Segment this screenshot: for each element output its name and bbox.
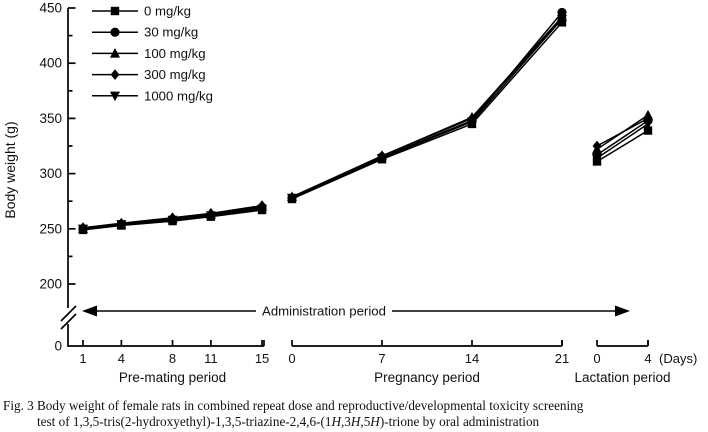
legend: 0 mg/kg 30 mg/kg 100 mg/kg 300 mg/kg 1000 mg… xyxy=(92,4,213,103)
period-label-premating: Pre-mating period xyxy=(119,370,226,385)
period-label-pregnancy: Pregnancy period xyxy=(374,370,480,385)
legend-label: 100 mg/kg xyxy=(144,46,206,61)
series-100-mg-kg xyxy=(78,11,653,233)
series-30-mg-kg xyxy=(78,7,653,234)
y-axis xyxy=(60,7,77,347)
caption-line-2: test of 1,3,5-tris(2-hydroxyethyl)-1,3,5… xyxy=(37,414,540,429)
y-axis-title: Body weight (g) xyxy=(2,121,18,218)
body-weight-chart: 450 400 350 300 250 200 0 Body weight (g) 1 4 8 11 1… xyxy=(2,1,697,386)
legend-item-300-mg-kg: 300 mg/kg xyxy=(92,67,206,82)
figure-caption-text: Body weight of female rats in combined r… xyxy=(37,398,705,430)
svg-text:300: 300 xyxy=(39,166,62,181)
caption-line-1: Body weight of female rats in combined r… xyxy=(37,398,584,413)
x-axis-pregnancy xyxy=(291,340,563,347)
svg-text:450: 450 xyxy=(39,1,62,16)
legend-label: 30 mg/kg xyxy=(144,25,198,40)
legend-item-100-mg-kg: 100 mg/kg xyxy=(92,46,206,61)
series-1000-mg-kg xyxy=(78,14,653,235)
svg-text:400: 400 xyxy=(39,56,62,71)
legend-label: 0 mg/kg xyxy=(144,4,191,19)
svg-text:1: 1 xyxy=(79,351,86,366)
svg-text:11: 11 xyxy=(204,351,218,366)
svg-text:0: 0 xyxy=(54,339,62,354)
administration-arrow-label: Administration period xyxy=(262,304,386,319)
administration-arrow: Administration period xyxy=(82,304,630,319)
svg-text:4: 4 xyxy=(118,351,125,366)
svg-text:14: 14 xyxy=(465,351,479,366)
svg-text:0: 0 xyxy=(288,351,295,366)
legend-item-30-mg-kg: 30 mg/kg xyxy=(92,25,198,40)
legend-item-1000-mg-kg: 1000 mg/kg xyxy=(92,88,213,103)
svg-text:350: 350 xyxy=(39,111,62,126)
days-unit-label: (Days) xyxy=(659,351,697,366)
x-axis-lactation xyxy=(596,340,649,347)
figure-number: Fig. 3 xyxy=(3,398,34,413)
svg-text:15: 15 xyxy=(255,351,269,366)
svg-text:250: 250 xyxy=(39,221,62,236)
period-label-lactation: Lactation period xyxy=(574,370,670,385)
legend-item-0-mg-kg: 0 mg/kg xyxy=(92,4,191,19)
legend-label: 1000 mg/kg xyxy=(144,88,213,103)
legend-label: 300 mg/kg xyxy=(144,67,206,82)
svg-text:4: 4 xyxy=(644,351,651,366)
figure-caption: Fig. 3 Body weight of female rats in com… xyxy=(3,398,705,430)
svg-text:7: 7 xyxy=(378,351,385,366)
x-axis-premating xyxy=(68,340,265,347)
svg-text:21: 21 xyxy=(555,351,569,366)
svg-text:200: 200 xyxy=(39,277,62,292)
svg-text:0: 0 xyxy=(593,351,600,366)
svg-text:8: 8 xyxy=(169,351,176,366)
